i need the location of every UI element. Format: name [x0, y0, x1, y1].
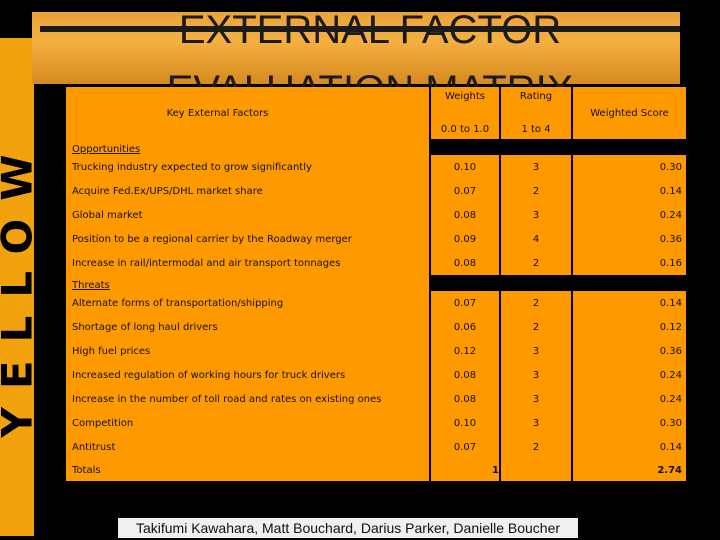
factor-cell: Acquire Fed.Ex/UPS/DHL market share [66, 179, 429, 203]
weight-cell: 0.06 [431, 315, 499, 339]
opportunities-label: Opportunities [66, 139, 429, 155]
table-row: Increased regulation of working hours fo… [66, 363, 686, 387]
score-cell: 0.24 [573, 203, 686, 227]
rating-cell: 2 [501, 179, 571, 203]
totals-score: 2.74 [573, 459, 686, 481]
rating-cell: 2 [501, 291, 571, 315]
score-cell: 0.16 [573, 251, 686, 275]
factor-cell: Alternate forms of transportation/shippi… [66, 291, 429, 315]
rating-cell: 3 [501, 411, 571, 435]
header-weights-range: 0.0 to 1.0 [440, 124, 490, 135]
table-row: Increase in the number of toll road and … [66, 387, 686, 411]
header-rating-label: Rating [519, 91, 553, 102]
factor-cell: Position to be a regional carrier by the… [66, 227, 429, 251]
factor-cell: Increase in rail/intermodal and air tran… [66, 251, 429, 275]
totals-label: Totals [66, 459, 429, 481]
totals-row: Totals 1 2.74 [66, 459, 686, 481]
header-weighted-score: Weighted Score [573, 87, 686, 139]
header-weights: Weights 0.0 to 1.0 [431, 87, 499, 139]
rating-cell: 2 [501, 435, 571, 459]
weight-cell: 0.10 [431, 155, 499, 179]
factor-cell: Trucking industry expected to grow signi… [66, 155, 429, 179]
score-cell: 0.24 [573, 387, 686, 411]
table-row: Increase in rail/intermodal and air tran… [66, 251, 686, 275]
score-cell: 0.14 [573, 179, 686, 203]
header-row: Key External Factors Weights 0.0 to 1.0 … [66, 87, 686, 139]
weight-cell: 0.07 [431, 179, 499, 203]
score-cell: 0.12 [573, 315, 686, 339]
rating-cell: 3 [501, 363, 571, 387]
weight-cell: 0.08 [431, 251, 499, 275]
factor-cell: Global market [66, 203, 429, 227]
score-cell: 0.30 [573, 411, 686, 435]
table-row: Acquire Fed.Ex/UPS/DHL market share 0.07 2… [66, 179, 686, 203]
rating-cell: 3 [501, 339, 571, 363]
totals-rating [501, 459, 571, 481]
threats-rows: Alternate forms of transportation/shippi… [66, 291, 686, 459]
score-cell: 0.14 [573, 291, 686, 315]
title-band [32, 12, 680, 84]
factor-cell: Competition [66, 411, 429, 435]
section-threats: Threats [66, 275, 686, 291]
factor-cell: Increase in the number of toll road and … [66, 387, 429, 411]
rating-cell: 3 [501, 155, 571, 179]
table-row: Alternate forms of transportation/shippi… [66, 291, 686, 315]
factor-cell: Increased regulation of working hours fo… [66, 363, 429, 387]
score-cell: 0.30 [573, 155, 686, 179]
header-weights-label: Weights [444, 91, 486, 102]
table-row: Shortage of long haul drivers 0.06 2 0.12 [66, 315, 686, 339]
yellow-logo: YELLOW [0, 38, 42, 536]
score-cell: 0.36 [573, 339, 686, 363]
score-cell: 0.24 [573, 363, 686, 387]
weight-cell: 0.08 [431, 363, 499, 387]
score-cell: 0.36 [573, 227, 686, 251]
weight-cell: 0.09 [431, 227, 499, 251]
header-factors: Key External Factors [66, 87, 429, 139]
table-row: High fuel prices 0.12 3 0.36 [66, 339, 686, 363]
weight-cell: 0.08 [431, 203, 499, 227]
efe-matrix-table: Key External Factors Weights 0.0 to 1.0 … [66, 87, 686, 493]
table-row: Global market 0.08 3 0.24 [66, 203, 686, 227]
opportunities-rows: Trucking industry expected to grow signi… [66, 155, 686, 275]
weight-cell: 0.12 [431, 339, 499, 363]
rating-cell: 3 [501, 203, 571, 227]
table-row: Position to be a regional carrier by the… [66, 227, 686, 251]
weight-cell: 0.08 [431, 387, 499, 411]
factor-cell: High fuel prices [66, 339, 429, 363]
rating-cell: 2 [501, 251, 571, 275]
title-divider [40, 26, 680, 32]
weight-cell: 0.10 [431, 411, 499, 435]
matrix: Key External Factors Weights 0.0 to 1.0 … [66, 87, 686, 481]
section-opportunities: Opportunities [66, 139, 686, 155]
logo-text: YELLOW [0, 136, 42, 438]
weight-cell: 0.07 [431, 291, 499, 315]
authors-caption: Takifumi Kawahara, Matt Bouchard, Darius… [118, 518, 578, 538]
header-rating: Rating 1 to 4 [501, 87, 571, 139]
totals-weight: 1 [431, 459, 499, 481]
score-cell: 0.14 [573, 435, 686, 459]
table-row: Antitrust 0.07 2 0.14 [66, 435, 686, 459]
rating-cell: 2 [501, 315, 571, 339]
rating-cell: 4 [501, 227, 571, 251]
table-row: Trucking industry expected to grow signi… [66, 155, 686, 179]
header-rating-range: 1 to 4 [521, 124, 551, 135]
factor-cell: Antitrust [66, 435, 429, 459]
weight-cell: 0.07 [431, 435, 499, 459]
table-row: Competition 0.10 3 0.30 [66, 411, 686, 435]
rating-cell: 3 [501, 387, 571, 411]
factor-cell: Shortage of long haul drivers [66, 315, 429, 339]
threats-label: Threats [66, 275, 429, 291]
